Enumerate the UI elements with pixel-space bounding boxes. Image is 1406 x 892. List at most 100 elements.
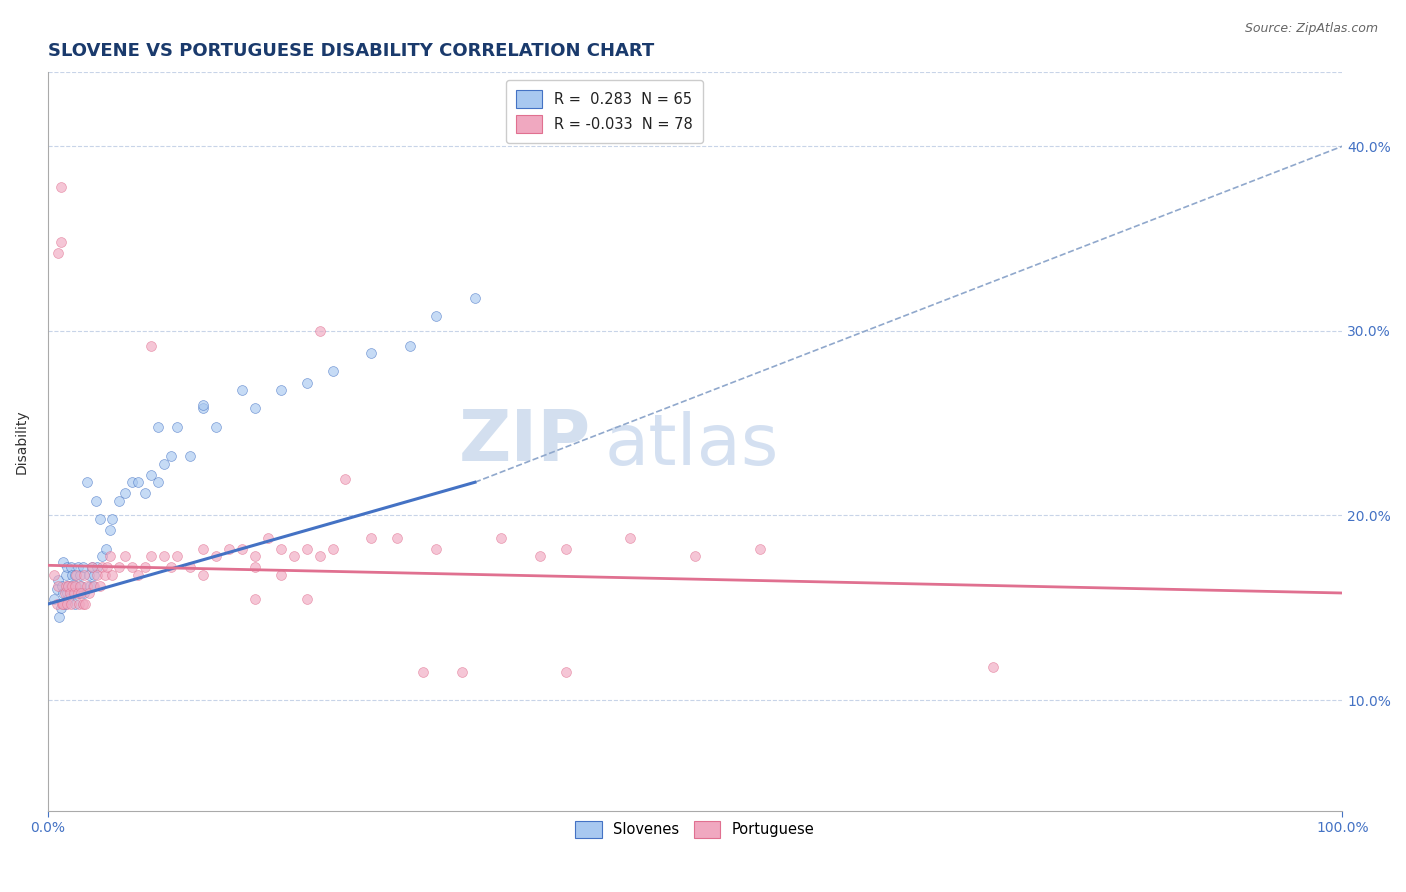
Point <box>52 597 75 611</box>
Point <box>53 586 76 600</box>
Point <box>387 531 409 545</box>
Point <box>146 420 169 434</box>
Point <box>529 549 551 563</box>
Point <box>77 567 100 582</box>
Point <box>86 560 108 574</box>
Point <box>63 567 86 582</box>
Point <box>46 246 69 260</box>
Point <box>108 560 131 574</box>
Point <box>62 586 84 600</box>
Point <box>101 512 124 526</box>
Point <box>51 579 73 593</box>
Point <box>322 364 344 378</box>
Point <box>66 586 89 600</box>
Point <box>179 560 201 574</box>
Point <box>84 493 107 508</box>
Point <box>76 475 98 490</box>
Text: ZIP: ZIP <box>460 407 592 476</box>
Point <box>270 541 292 556</box>
Point <box>270 383 292 397</box>
Point <box>243 560 266 574</box>
Point <box>308 549 330 563</box>
Point <box>425 541 447 556</box>
Point <box>49 235 72 250</box>
Point <box>141 467 163 482</box>
Point <box>412 665 434 680</box>
Point <box>127 475 149 490</box>
Point <box>75 597 97 611</box>
Point <box>425 309 447 323</box>
Point <box>270 567 292 582</box>
Point <box>52 555 75 569</box>
Point <box>93 567 115 582</box>
Point <box>63 597 86 611</box>
Point <box>153 457 176 471</box>
Point <box>399 338 422 352</box>
Point <box>218 541 240 556</box>
Point <box>146 475 169 490</box>
Point <box>191 541 214 556</box>
Point <box>141 549 163 563</box>
Point <box>56 597 79 611</box>
Point <box>72 560 94 574</box>
Point <box>52 586 75 600</box>
Point <box>45 582 67 597</box>
Point <box>748 541 770 556</box>
Point <box>153 549 176 563</box>
Point <box>73 586 96 600</box>
Point <box>98 549 121 563</box>
Point <box>60 560 83 574</box>
Point <box>91 560 114 574</box>
Point <box>554 665 576 680</box>
Point <box>83 579 105 593</box>
Point <box>295 541 318 556</box>
Point <box>48 610 70 624</box>
Point <box>295 376 318 390</box>
Point <box>44 567 66 582</box>
Point <box>73 567 96 582</box>
Point <box>83 567 105 582</box>
Point <box>80 560 103 574</box>
Point <box>166 549 188 563</box>
Point <box>121 475 143 490</box>
Point <box>127 567 149 582</box>
Point <box>91 549 114 563</box>
Point <box>243 549 266 563</box>
Point <box>489 531 512 545</box>
Y-axis label: Disability: Disability <box>15 409 30 474</box>
Point <box>308 324 330 338</box>
Point <box>69 579 91 593</box>
Point <box>59 586 82 600</box>
Point <box>108 493 131 508</box>
Point <box>141 338 163 352</box>
Point <box>55 567 77 582</box>
Point <box>89 579 111 593</box>
Point <box>283 549 305 563</box>
Point <box>191 398 214 412</box>
Point <box>89 512 111 526</box>
Point <box>80 560 103 574</box>
Point <box>619 531 641 545</box>
Point <box>179 450 201 464</box>
Point <box>101 567 124 582</box>
Point <box>58 591 80 606</box>
Point <box>981 660 1004 674</box>
Point <box>63 579 86 593</box>
Point <box>58 579 80 593</box>
Point <box>55 579 77 593</box>
Point <box>46 579 69 593</box>
Text: SLOVENE VS PORTUGUESE DISABILITY CORRELATION CHART: SLOVENE VS PORTUGUESE DISABILITY CORRELA… <box>48 42 654 60</box>
Point <box>44 591 66 606</box>
Point <box>256 531 278 545</box>
Point <box>166 420 188 434</box>
Point <box>67 597 90 611</box>
Point <box>70 586 93 600</box>
Point <box>360 531 382 545</box>
Point <box>66 560 89 574</box>
Point <box>65 579 87 593</box>
Legend: Slovenes, Portuguese: Slovenes, Portuguese <box>569 814 821 844</box>
Point <box>114 486 136 500</box>
Point <box>451 665 474 680</box>
Text: Source: ZipAtlas.com: Source: ZipAtlas.com <box>1244 22 1378 36</box>
Point <box>49 600 72 615</box>
